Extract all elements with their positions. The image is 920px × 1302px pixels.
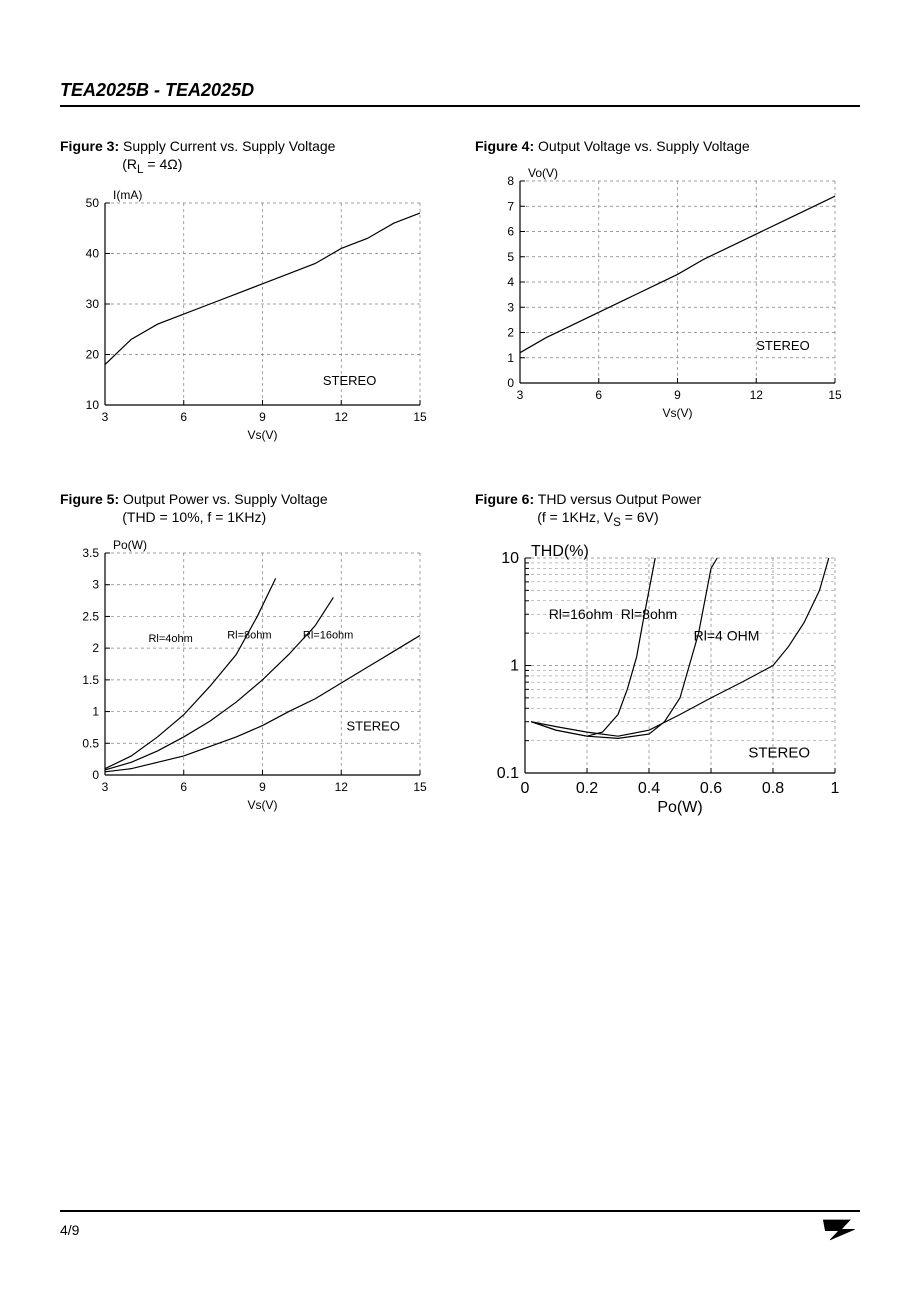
figure-6-caption-sub-script: S: [613, 516, 621, 529]
svg-text:12: 12: [335, 780, 349, 794]
svg-text:3: 3: [507, 300, 514, 314]
svg-text:10: 10: [501, 550, 519, 567]
svg-text:0: 0: [507, 376, 514, 390]
svg-text:50: 50: [86, 196, 100, 210]
svg-text:8: 8: [507, 174, 514, 188]
svg-text:15: 15: [413, 780, 427, 794]
figure-3-chart: 3 6 9 12 15 10 20 30 40 50 Vs(V) I(mA) STEREO: [60, 185, 445, 450]
page-header-title: TEA2025B - TEA2025D: [60, 80, 860, 107]
svg-text:3: 3: [102, 410, 109, 424]
svg-text:7: 7: [507, 199, 514, 213]
svg-text:Vo(V): Vo(V): [528, 166, 558, 180]
st-logo: [820, 1214, 860, 1242]
figure-6-caption-sub2: = 6V): [621, 509, 659, 525]
figure-3-caption-sub2: = 4Ω): [144, 156, 183, 172]
svg-text:0.8: 0.8: [762, 780, 784, 797]
figure-6-caption-sub1: (f = 1KHz, V: [537, 509, 613, 525]
svg-text:3.5: 3.5: [82, 546, 99, 560]
svg-text:2: 2: [92, 641, 99, 655]
svg-text:Rl=8ohm: Rl=8ohm: [227, 629, 271, 641]
figure-5-caption-sub: (THD = 10%, f = 1KHz): [122, 509, 266, 525]
svg-text:1: 1: [510, 658, 519, 675]
svg-text:I(mA): I(mA): [113, 188, 142, 202]
svg-text:20: 20: [86, 348, 100, 362]
svg-text:9: 9: [674, 388, 681, 402]
figure-4-caption-bold: Figure 4:: [475, 138, 534, 154]
figure-4-caption-text: Output Voltage vs. Supply Voltage: [534, 138, 750, 154]
svg-text:6: 6: [180, 410, 187, 424]
figure-5-caption-text: Output Power vs. Supply Voltage: [119, 491, 328, 507]
figure-4-svg: 3691215012345678Vs(V)Vo(V)STEREO: [475, 163, 845, 423]
svg-text:Po(W): Po(W): [113, 538, 147, 552]
svg-text:15: 15: [828, 388, 842, 402]
figure-6-caption: Figure 6: THD versus Output Power (f = 1…: [475, 490, 860, 530]
svg-text:Rl=4ohm: Rl=4ohm: [148, 632, 192, 644]
svg-text:6: 6: [507, 225, 514, 239]
svg-text:30: 30: [86, 297, 100, 311]
svg-text:12: 12: [750, 388, 764, 402]
svg-text:Vs(V): Vs(V): [663, 406, 693, 420]
svg-text:9: 9: [259, 780, 266, 794]
figure-5-chart: 3 6 9 12 15 0 0.5 1 1.5 2 2.5 3 3.5 Vs(V) Po(W) Rl=4ohm…: [60, 535, 445, 820]
svg-text:2: 2: [507, 326, 514, 340]
svg-text:0.2: 0.2: [576, 780, 598, 797]
svg-text:6: 6: [180, 780, 187, 794]
svg-text:1.5: 1.5: [82, 672, 99, 686]
svg-text:15: 15: [413, 410, 427, 424]
figure-3: Figure 3: Supply Current vs. Supply Volt…: [60, 137, 445, 450]
svg-text:Po(W): Po(W): [657, 799, 702, 816]
svg-text:STEREO: STEREO: [748, 745, 810, 762]
svg-text:1: 1: [507, 351, 514, 365]
svg-text:0.5: 0.5: [82, 736, 99, 750]
figure-5-svg: 3 6 9 12 15 0 0.5 1 1.5 2 2.5 3 3.5 Vs(V) Po(W) Rl=4ohm…: [60, 535, 430, 815]
figure-6-svg: 0 0.2 0.4 0.6 0.8 1 0.1 1 10 Po(W) THD(%) Rl=16ohm R…: [475, 538, 845, 818]
figure-6: Figure 6: THD versus Output Power (f = 1…: [475, 490, 860, 823]
svg-text:0.6: 0.6: [700, 780, 722, 797]
charts-grid: Figure 3: Supply Current vs. Supply Volt…: [60, 137, 860, 823]
svg-text:0.1: 0.1: [497, 765, 519, 782]
figure-3-caption-sub1: (R: [122, 156, 137, 172]
svg-text:3: 3: [92, 577, 99, 591]
figure-6-caption-text: THD versus Output Power: [534, 491, 701, 507]
svg-text:10: 10: [86, 398, 100, 412]
figure-5-caption: Figure 5: Output Power vs. Supply Voltag…: [60, 490, 445, 526]
svg-text:Rl=16ohm: Rl=16ohm: [549, 606, 613, 622]
svg-text:1: 1: [92, 704, 99, 718]
page-number: 4/9: [60, 1222, 79, 1242]
svg-text:THD(%): THD(%): [531, 543, 589, 560]
svg-text:0.4: 0.4: [638, 780, 660, 797]
svg-text:6: 6: [595, 388, 602, 402]
figure-3-caption-text: Supply Current vs. Supply Voltage: [119, 138, 335, 154]
figure-3-svg: 3 6 9 12 15 10 20 30 40 50 Vs(V) I(mA) STEREO: [60, 185, 430, 445]
figure-4-chart: 3691215012345678Vs(V)Vo(V)STEREO: [475, 163, 860, 428]
figure-4-caption: Figure 4: Output Voltage vs. Supply Volt…: [475, 137, 860, 155]
svg-text:12: 12: [335, 410, 349, 424]
svg-text:Rl=4 OHM: Rl=4 OHM: [694, 628, 760, 644]
svg-text:Rl=16ohm: Rl=16ohm: [303, 629, 353, 641]
svg-text:STEREO: STEREO: [756, 338, 809, 353]
figure-5: Figure 5: Output Power vs. Supply Voltag…: [60, 490, 445, 823]
figure-3-caption-bold: Figure 3:: [60, 138, 119, 154]
svg-text:3: 3: [102, 780, 109, 794]
svg-text:STEREO: STEREO: [347, 718, 400, 733]
svg-text:Rl=8ohm: Rl=8ohm: [621, 606, 677, 622]
svg-text:0: 0: [521, 780, 530, 797]
figure-3-caption: Figure 3: Supply Current vs. Supply Volt…: [60, 137, 445, 177]
figure-5-caption-bold: Figure 5:: [60, 491, 119, 507]
svg-text:5: 5: [507, 250, 514, 264]
svg-text:4: 4: [507, 275, 514, 289]
svg-text:2.5: 2.5: [82, 609, 99, 623]
svg-text:STEREO: STEREO: [323, 373, 376, 388]
figure-6-caption-bold: Figure 6:: [475, 491, 534, 507]
svg-text:Vs(V): Vs(V): [248, 428, 278, 442]
figure-6-chart: 0 0.2 0.4 0.6 0.8 1 0.1 1 10 Po(W) THD(%) Rl=16ohm R…: [475, 538, 860, 823]
figure-4: Figure 4: Output Voltage vs. Supply Volt…: [475, 137, 860, 450]
svg-text:9: 9: [259, 410, 266, 424]
svg-text:3: 3: [517, 388, 524, 402]
svg-text:40: 40: [86, 247, 100, 261]
page-footer: 4/9: [60, 1210, 860, 1242]
svg-text:1: 1: [831, 780, 840, 797]
svg-text:0: 0: [92, 768, 99, 782]
svg-text:Vs(V): Vs(V): [248, 798, 278, 812]
